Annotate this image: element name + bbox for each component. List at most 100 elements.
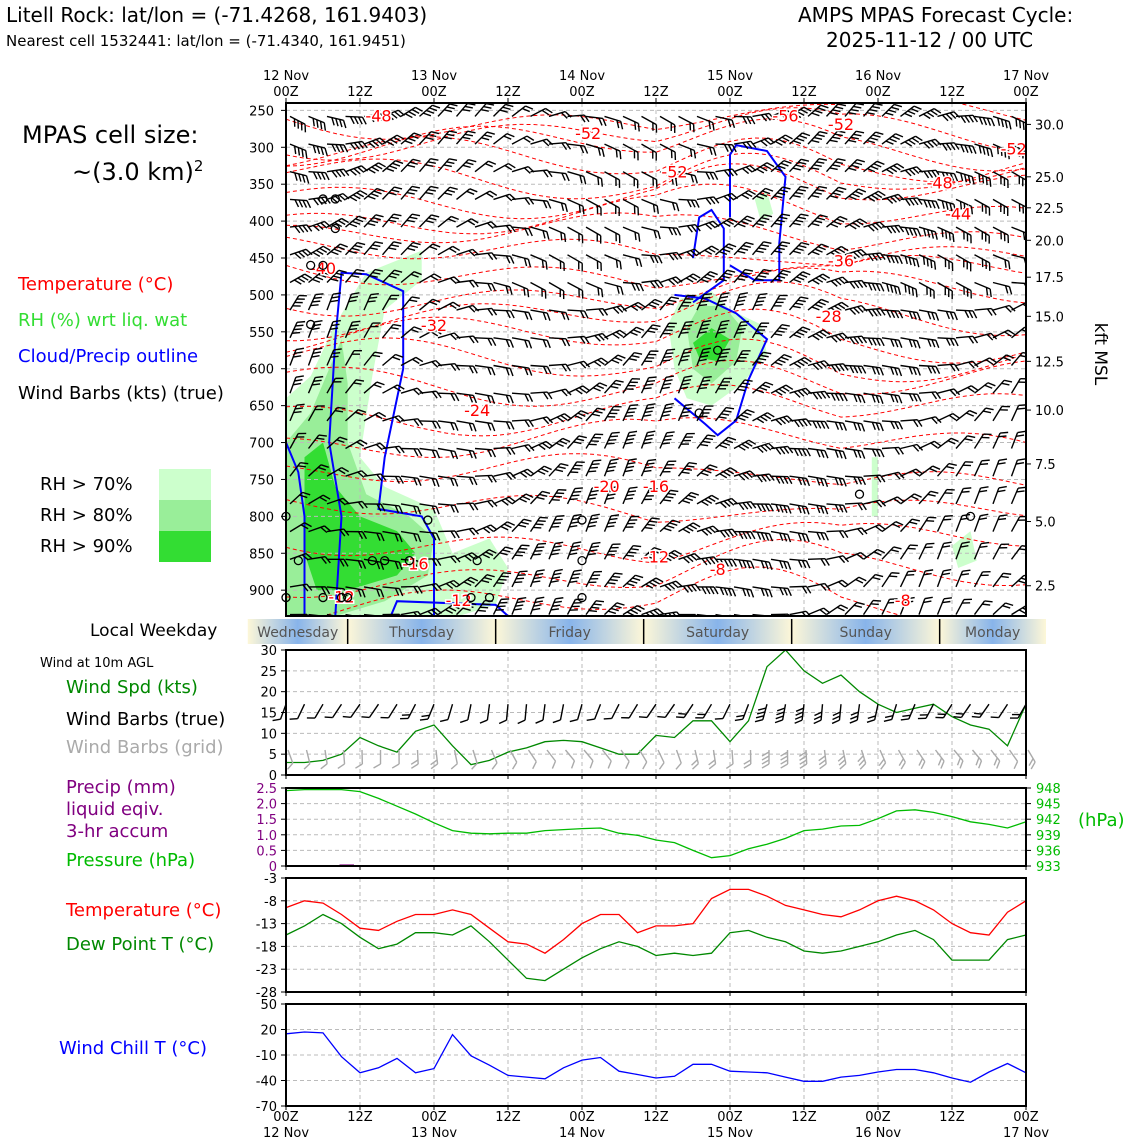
barb-staff: [585, 382, 600, 394]
barb-feather: [834, 305, 842, 312]
barb-feather: [536, 569, 545, 572]
barb-staff: [900, 493, 915, 505]
barb-feather: [355, 218, 364, 223]
barb-feather: [743, 763, 752, 769]
barb-staff: [752, 162, 768, 173]
barb-feather: [425, 164, 434, 168]
barb-feather: [860, 552, 868, 558]
barb-feather: [415, 106, 423, 112]
barb-feather: [542, 170, 549, 178]
barb-feather: [594, 410, 603, 414]
barb-feather: [571, 494, 580, 497]
barb-staff: [1030, 351, 1039, 366]
barb-feather: [409, 161, 418, 165]
barb-staff: [955, 171, 973, 178]
barb-feather: [450, 215, 459, 221]
barb-feather: [908, 366, 913, 375]
barb-feather: [525, 493, 534, 499]
barb-feather: [392, 356, 401, 361]
barb-feather: [412, 241, 421, 246]
barb-feather: [978, 145, 982, 154]
wind-barb: [733, 530, 756, 540]
barb-feather: [850, 711, 859, 716]
barb-feather: [380, 561, 385, 570]
wind-barb: [659, 276, 683, 286]
barb-feather: [569, 498, 578, 501]
wind-barb: [307, 375, 324, 394]
y-tick-label: 750: [249, 473, 274, 488]
barb-feather: [339, 144, 345, 153]
barb-feather: [897, 286, 902, 295]
barb-feather: [779, 504, 784, 513]
barb-feather: [509, 368, 514, 377]
barb-staff: [419, 475, 437, 480]
barb-feather: [545, 261, 548, 270]
barb-staff: [677, 462, 690, 477]
barb-staff: [456, 248, 473, 256]
barb-feather: [1007, 207, 1009, 216]
barb-feather: [610, 607, 619, 612]
wind-barb: [585, 459, 602, 477]
barb-feather: [536, 496, 545, 500]
barb-feather: [526, 289, 530, 298]
barb-staff: [955, 198, 972, 207]
wind-barb: [918, 490, 939, 505]
wind-barb: [659, 171, 678, 187]
barb-staff: [567, 171, 585, 178]
barb-feather: [1022, 178, 1024, 187]
barb-staff: [474, 252, 492, 256]
wind-barb: [844, 335, 868, 345]
cloud-outline: [286, 143, 787, 616]
wind-barb: [289, 522, 312, 533]
barb-feather: [372, 322, 381, 324]
wind-barb: [363, 503, 386, 512]
barb-feather: [468, 476, 474, 485]
barb-staff: [289, 377, 297, 394]
barb-feather: [968, 336, 975, 344]
barb-feather: [700, 278, 709, 283]
barb-feather: [1035, 405, 1043, 411]
wind-barb: [899, 518, 921, 533]
barb-feather: [871, 105, 881, 109]
barb-feather: [963, 231, 965, 240]
barb-feather: [411, 185, 421, 189]
barb-staff: [511, 571, 521, 588]
barb-feather: [894, 339, 899, 348]
barb-staff: [279, 703, 287, 720]
wind-barb: [326, 292, 342, 311]
barb-feather: [431, 449, 437, 458]
barb-feather: [322, 245, 331, 251]
barb-feather: [700, 300, 709, 303]
barb-feather: [718, 327, 727, 331]
barb-feather: [820, 558, 826, 567]
barb-feather: [794, 715, 803, 720]
wind-barb: [511, 105, 534, 117]
barb-staff: [363, 241, 376, 256]
barb-staff: [1030, 299, 1043, 310]
wind-barb: [900, 281, 918, 298]
barb-feather: [879, 283, 885, 292]
barb-staff: [900, 135, 916, 145]
barb-staff: [900, 197, 918, 201]
barb-staff: [844, 502, 863, 505]
wind-barb: [585, 600, 605, 616]
barb-feather: [664, 434, 674, 438]
barb-feather: [400, 717, 409, 720]
barb-staff: [585, 254, 602, 264]
wind-barb: [696, 434, 716, 449]
calm-marker: [330, 223, 340, 234]
barb-feather: [413, 271, 422, 276]
barb-staff: [585, 460, 594, 477]
barb-feather: [981, 258, 984, 268]
barb-feather: [694, 553, 702, 560]
barb-feather: [342, 497, 350, 505]
barb-feather: [480, 606, 489, 609]
wind-barb: [826, 276, 850, 287]
barb-feather: [681, 305, 690, 307]
barb-staff: [308, 196, 326, 201]
barb-feather: [312, 300, 321, 303]
barb-feather: [804, 356, 812, 363]
barb-staff: [344, 293, 353, 311]
barb-staff: [419, 420, 437, 423]
wind-barb: [456, 279, 479, 288]
